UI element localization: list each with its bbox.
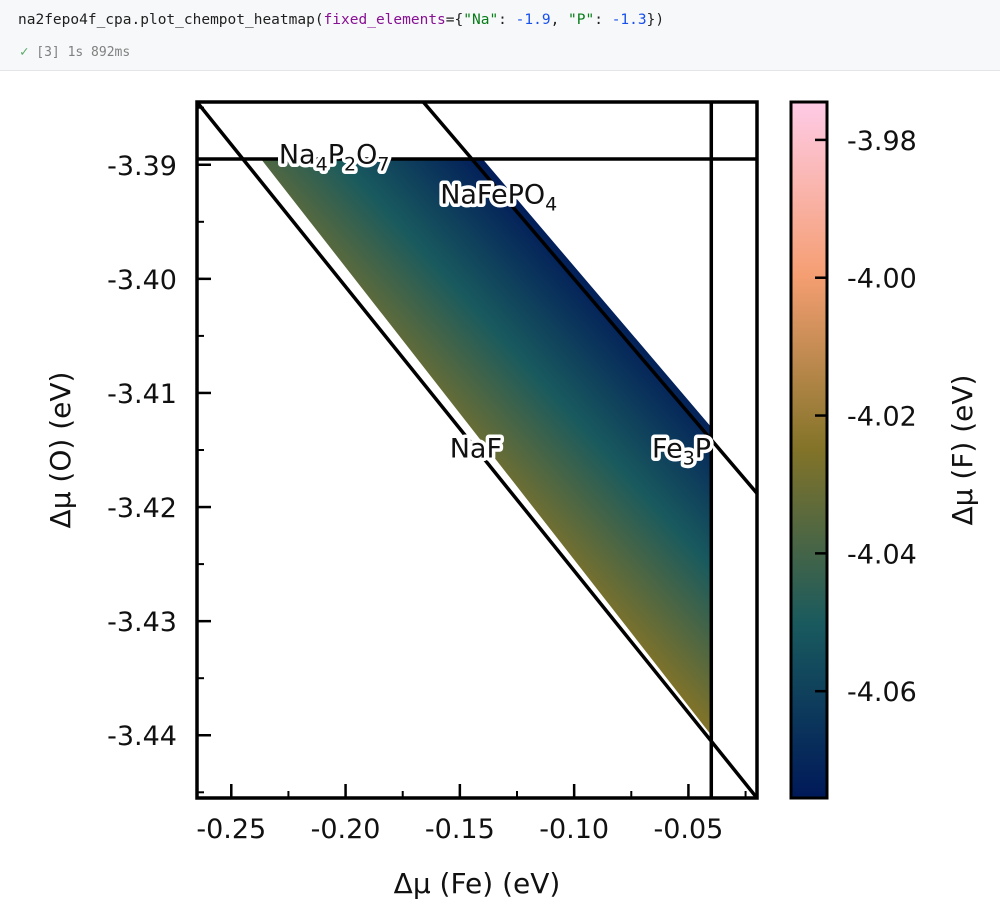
label-subscript: 7 (377, 153, 389, 175)
code-close: }) (646, 12, 665, 28)
label-subscript: 4 (545, 193, 557, 215)
label-text: Fe (652, 434, 683, 465)
heatmap-layer (261, 159, 712, 736)
y-tick-label: -3.39 (107, 151, 177, 182)
x-axis-title: Δμ (Fe) (eV) (394, 867, 561, 900)
label-subscript: 2 (344, 153, 356, 175)
colorbar-gradient (789, 100, 829, 800)
code-line[interactable]: na2fepo4f_cpa.plot_chempot_heatmap(fixed… (18, 12, 664, 28)
colorbar-tick-label: -3.98 (847, 126, 917, 157)
label-text: NaFePO (440, 179, 545, 210)
code-val-p: -1.3 (611, 12, 647, 28)
axis-ticks: -0.25 -0.20 -0.15 -0.10 -0.05 -3.39 -3.40 -3.41… (107, 106, 747, 845)
x-tick-label: -0.15 (425, 814, 495, 845)
code-object: na2fepo4f_cpa (18, 12, 132, 28)
label-text: NaF (450, 434, 502, 465)
boundary-line-nafepo4 (421, 102, 757, 495)
code-sep-1: : (498, 12, 516, 28)
region-label-naf: NaF (450, 434, 502, 465)
code-key-na: "Na" (463, 12, 499, 28)
label-text: P (328, 139, 344, 170)
code-eq-brace: ={ (445, 12, 464, 28)
x-tick-label: -0.25 (196, 814, 266, 845)
code-kwarg: fixed_elements (323, 12, 446, 28)
code-comma: , (550, 12, 569, 28)
label-subscript: 4 (316, 153, 328, 175)
x-tick-label: -0.20 (311, 814, 381, 845)
y-axis-title: Δμ (O) (eV) (44, 372, 77, 529)
code-key-p: "P" (568, 12, 595, 28)
colorbar-title: Δμ (F) (eV) (946, 375, 979, 526)
execution-duration: 1s 892ms (67, 45, 131, 60)
label-subscript: 3 (683, 448, 695, 470)
colorbar-tick-label: -4.02 (847, 402, 917, 433)
boundary-line-naf (197, 102, 757, 798)
code-sep-2: : (594, 12, 612, 28)
colorbar-tick-label: -4.04 (847, 539, 917, 570)
y-tick-label: -3.41 (107, 379, 177, 410)
colorbar: -3.98 -4.00 -4.02 -4.04 -4.06 (789, 100, 917, 800)
colorbar-tick-label: -4.00 (847, 264, 917, 295)
label-text: P (695, 434, 711, 465)
boundary-lines (197, 102, 757, 798)
y-tick-label: -3.43 (107, 607, 177, 638)
label-text: O (356, 139, 377, 170)
x-tick-label: -0.05 (653, 814, 723, 845)
x-tick-label: -0.10 (539, 814, 609, 845)
checkmark-icon: ✓ (20, 44, 29, 60)
code-val-na: -1.9 (515, 12, 551, 28)
colorbar-tick-label: -4.06 (847, 677, 917, 708)
y-tick-label: -3.40 (107, 265, 177, 296)
execution-count: [3] (36, 45, 60, 60)
code-method: .plot_chempot_heatmap( (131, 12, 324, 28)
chempot-heatmap-figure: -0.25 -0.20 -0.15 -0.10 -0.05 -3.39 -3.40 -3.41… (44, 100, 979, 900)
region-label-fe3p: Fe3P (652, 434, 711, 470)
notebook-cell: na2fepo4f_cpa.plot_chempot_heatmap(fixed… (0, 0, 1000, 71)
execution-status: ✓ [3] 1s 892ms (20, 44, 130, 60)
y-tick-label: -3.42 (107, 493, 177, 524)
y-tick-label: -3.44 (107, 721, 177, 752)
label-text: Na (279, 139, 316, 170)
stable-region (261, 159, 712, 736)
region-label-nafepo4: NaFePO4 (440, 179, 557, 215)
region-label-na4p2o7: Na4P2O7 (279, 139, 390, 175)
